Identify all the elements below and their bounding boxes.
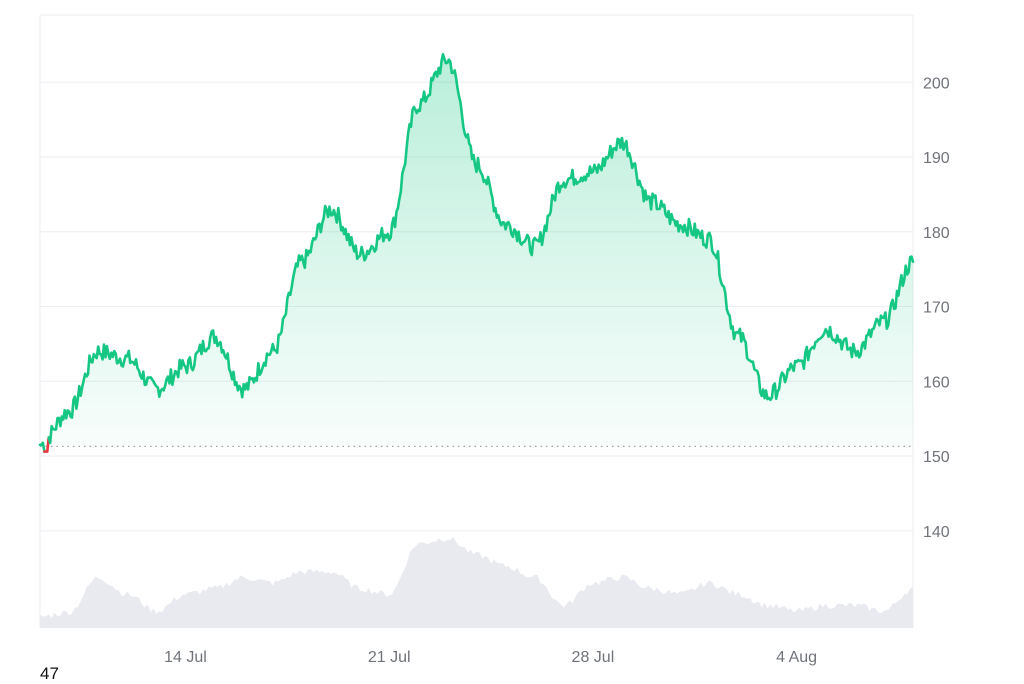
price-area [40,54,913,447]
price-area-fill [40,54,913,447]
x-axis: 14 Jul 21 Jul 28 Jul 4 Aug [164,649,817,666]
x-tick-label: 28 Jul [572,649,615,666]
y-tick-label: 200 [923,75,950,92]
volume-series [40,536,913,628]
y-tick-label: 150 [923,449,950,466]
footnote-number: 47 [40,664,59,683]
price-line-down [43,436,50,453]
y-tick-label: 140 [923,524,950,541]
x-tick-label: 4 Aug [776,649,817,666]
price-line-up [47,53,915,445]
x-tick-label: 21 Jul [368,649,411,666]
x-tick-label: 14 Jul [164,649,207,666]
y-tick-label: 170 [923,300,950,317]
price-line-up [38,441,46,453]
y-tick-label: 180 [923,225,950,242]
volume-area [40,536,913,628]
y-tick-label: 160 [923,374,950,391]
price-lines [38,53,915,453]
y-axis: 140 150 160 170 180 190 200 [923,75,950,541]
y-tick-label: 190 [923,150,950,167]
